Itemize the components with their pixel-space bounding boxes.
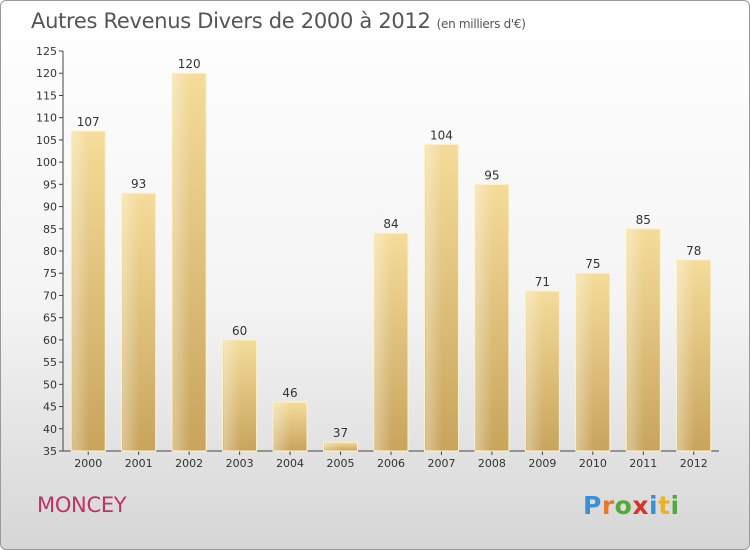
y-tick-label: 85 (43, 223, 57, 236)
x-tick-label: 2005 (327, 457, 355, 470)
logo-letter: i (670, 491, 680, 520)
x-tick-label: 2004 (276, 457, 304, 470)
bar-highlight (324, 443, 342, 451)
title-text: Autres Revenus Divers de 2000 à 2012 (31, 9, 431, 33)
x-tick-label: 2000 (74, 457, 102, 470)
bar-highlight (677, 260, 695, 451)
value-label-2009: 71 (535, 275, 550, 289)
x-tick-label: 2012 (680, 457, 708, 470)
value-label-2002: 120 (178, 57, 201, 71)
bars-group (70, 72, 712, 452)
bar-highlight (576, 274, 594, 451)
x-tick-label: 2006 (377, 457, 405, 470)
bar-highlight (223, 340, 241, 451)
value-label-2004: 46 (282, 386, 297, 400)
y-tick-label: 50 (43, 378, 57, 391)
value-label-2001: 93 (131, 177, 146, 191)
logo-letter: i (649, 491, 659, 520)
y-tick-label: 65 (43, 312, 57, 325)
y-tick-label: 90 (43, 201, 57, 214)
y-tick-label: 100 (36, 156, 57, 169)
y-tick-label: 75 (43, 267, 57, 280)
bar-highlight (375, 234, 392, 451)
value-label-2010: 75 (585, 257, 600, 271)
bar-highlight (475, 185, 493, 452)
x-tick-label: 2009 (528, 457, 556, 470)
x-tick-label: 2007 (427, 457, 455, 470)
bar-highlight (526, 292, 544, 451)
y-tick-label: 110 (36, 112, 57, 125)
bar-highlight (627, 229, 645, 451)
x-tick-label: 2003 (226, 457, 254, 470)
x-tick-label: 2010 (579, 457, 607, 470)
y-tick-label: 40 (43, 423, 57, 436)
title-unit: (en milliers d'€) (436, 17, 526, 31)
x-tick-label: 2011 (629, 457, 657, 470)
value-label-2011: 85 (636, 213, 651, 227)
y-tick-label: 115 (36, 89, 57, 102)
x-tick-label: 2002 (175, 457, 203, 470)
value-label-2000: 107 (77, 115, 100, 129)
chart-title: Autres Revenus Divers de 2000 à 2012 (en … (31, 9, 526, 33)
bar-highlight (173, 74, 191, 451)
value-label-2003: 60 (232, 324, 247, 338)
x-tick-label: 2001 (125, 457, 153, 470)
value-label-2012: 78 (686, 244, 701, 258)
y-tick-label: 95 (43, 178, 57, 191)
bar-highlight (122, 194, 140, 451)
logo-letter: r (601, 491, 615, 520)
x-tick-label: 2008 (478, 457, 506, 470)
logo-letter: P (583, 491, 602, 520)
value-labels: 107 93 120 60 46 37 84 104 95 71 75 85 78 (77, 57, 702, 440)
logo-letter: o (614, 491, 633, 520)
axes: 35 40 45 50 55 60 65 70 75 80 85 90 95 100 105 110 115 12… (36, 45, 719, 470)
logo-letter: t (658, 491, 671, 520)
logo-letter: x (632, 491, 649, 520)
y-tick-label: 60 (43, 334, 57, 347)
proxiti-logo: Proxiti (583, 491, 680, 520)
y-tick-label: 55 (43, 356, 57, 369)
bar-highlight (425, 145, 443, 452)
y-tick-label: 80 (43, 245, 57, 258)
y-tick-label: 120 (36, 67, 57, 80)
y-tick-label: 125 (36, 45, 57, 58)
value-label-2006: 84 (383, 217, 398, 231)
commune-name: MONCEY (37, 493, 127, 517)
y-tick-label: 70 (43, 289, 57, 302)
value-label-2007: 104 (430, 128, 453, 142)
bar-highlight (72, 132, 90, 451)
value-label-2005: 37 (333, 426, 348, 440)
bar-highlight (274, 403, 292, 451)
y-tick-label: 45 (43, 401, 57, 414)
value-label-2008: 95 (484, 168, 499, 182)
y-tick-label: 105 (36, 134, 57, 147)
y-tick-label: 35 (43, 445, 57, 458)
